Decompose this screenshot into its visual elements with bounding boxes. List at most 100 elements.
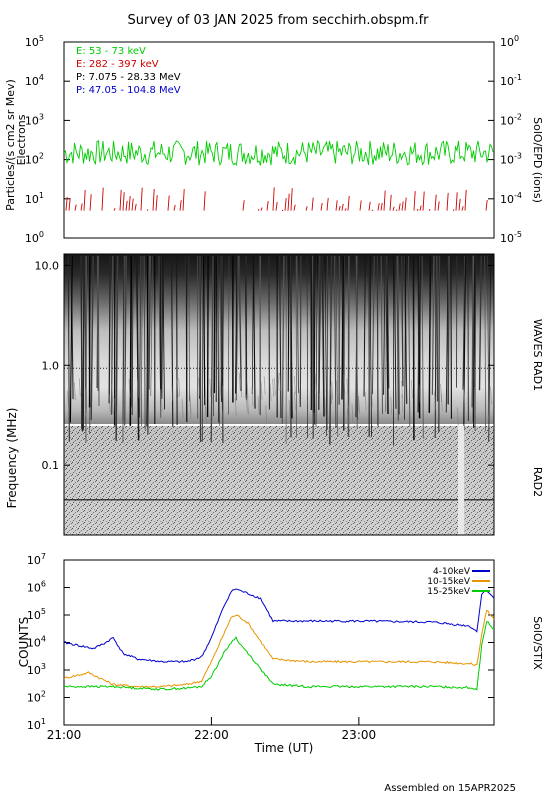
epd-series-electrons-high bbox=[401, 201, 404, 211]
epd-series-electrons-high bbox=[101, 187, 104, 211]
epd-right-ytick-label-base: 10 bbox=[500, 114, 514, 127]
radio-burst-stroke bbox=[138, 255, 142, 418]
radio-burst-stroke bbox=[96, 255, 99, 388]
epd-series-electrons-high bbox=[422, 191, 425, 211]
waves-frame bbox=[63, 253, 495, 536]
radio-burst-faint bbox=[257, 396, 260, 415]
radio-burst-faint bbox=[277, 372, 280, 391]
radio-burst-faint bbox=[440, 393, 443, 412]
radio-burst-stroke bbox=[333, 255, 337, 428]
epd-series-electrons-high bbox=[275, 201, 278, 211]
radio-burst-faint bbox=[358, 395, 360, 414]
radio-burst-stroke bbox=[279, 255, 282, 418]
epd-series-electrons-high bbox=[380, 202, 383, 211]
radio-burst-faint bbox=[263, 376, 266, 395]
stix-ytick-label-base: 10 bbox=[27, 719, 41, 732]
epd-ytick-label: 104 bbox=[25, 73, 44, 88]
radio-burst-faint bbox=[178, 378, 181, 397]
radio-burst-faint bbox=[137, 379, 140, 398]
epd-ytick-label: 102 bbox=[25, 152, 44, 167]
radio-burst-stroke bbox=[319, 255, 322, 394]
epd-series-electrons-high bbox=[383, 190, 386, 211]
epd-series-electrons-high bbox=[434, 194, 437, 211]
stix-ytick-label-base: 10 bbox=[27, 554, 41, 567]
epd-series-electrons-high bbox=[167, 195, 170, 211]
epd-series-electrons-high bbox=[395, 209, 398, 211]
radio-burst-stroke bbox=[235, 255, 239, 401]
epd-ylabel-electrons: Electrons bbox=[15, 114, 28, 165]
epd-ytick-label-exp: 3 bbox=[39, 112, 44, 121]
radio-burst-faint bbox=[160, 393, 163, 412]
radio-burst-stroke bbox=[162, 255, 165, 410]
waves-ytick-label: 0.1 bbox=[42, 459, 60, 472]
radio-burst-faint bbox=[269, 383, 272, 402]
stix-ytick-label-base: 10 bbox=[27, 609, 41, 622]
radio-burst-stroke bbox=[244, 255, 247, 401]
radio-burst-faint bbox=[364, 392, 367, 411]
stix-ytick-label-exp: 5 bbox=[41, 607, 46, 616]
radio-burst-faint bbox=[246, 380, 249, 399]
radio-burst-faint bbox=[357, 393, 360, 412]
epd-series-electrons-high bbox=[68, 197, 71, 211]
waves-y-ticks: 0.1 1.0 10.0 bbox=[35, 259, 494, 472]
radio-burst-stroke bbox=[438, 255, 441, 433]
epd-series-electrons-high bbox=[146, 209, 149, 211]
stix-ytick-label: 102 bbox=[27, 690, 46, 705]
radio-burst-stroke bbox=[287, 255, 290, 392]
epd-ytick-label: 105 bbox=[25, 34, 44, 49]
epd-ytick-label: 100 bbox=[25, 230, 44, 245]
radio-burst-stroke bbox=[315, 255, 318, 427]
radio-burst-stroke bbox=[383, 255, 386, 395]
radio-burst-stroke bbox=[371, 255, 375, 395]
stix-x-ticks: 21:00 22:00 23:00 bbox=[47, 717, 376, 742]
radio-burst-faint bbox=[324, 397, 327, 416]
radio-burst-faint bbox=[273, 377, 276, 396]
radio-burst-stroke bbox=[201, 255, 204, 442]
epd-series-electrons-high bbox=[80, 203, 83, 211]
epd-series-electrons-high bbox=[89, 194, 92, 211]
radio-burst-stroke bbox=[228, 255, 230, 415]
radio-burst-stroke bbox=[431, 255, 435, 395]
radio-burst-stroke bbox=[296, 255, 300, 394]
radio-burst-stroke bbox=[235, 255, 238, 394]
radio-burst-stroke bbox=[129, 255, 133, 426]
epd-series-electrons-high bbox=[446, 192, 449, 211]
stix-series-4-10keV bbox=[64, 588, 495, 664]
radio-burst-stroke bbox=[385, 255, 389, 414]
radio-burst-stroke bbox=[69, 255, 73, 423]
epd-series-electrons-high bbox=[179, 200, 182, 211]
stix-legend-label: 10-15keV bbox=[427, 577, 471, 587]
radio-burst-faint bbox=[463, 386, 465, 405]
radio-burst-faint bbox=[335, 380, 338, 399]
epd-right-ytick-label-base: 10 bbox=[500, 36, 514, 49]
epd-series-electrons-high bbox=[455, 192, 458, 211]
radio-burst-stroke bbox=[380, 255, 383, 414]
epd-ytick-label-base: 10 bbox=[25, 154, 39, 167]
radio-burst-stroke bbox=[393, 255, 397, 409]
stix-ytick-label-exp: 6 bbox=[41, 580, 46, 589]
radio-burst-faint bbox=[410, 380, 413, 399]
stix-ytick-label-base: 10 bbox=[27, 664, 41, 677]
waves-ytick-label: 10.0 bbox=[35, 259, 60, 272]
radio-burst-faint bbox=[346, 408, 349, 427]
radio-burst-stroke bbox=[408, 255, 411, 427]
radio-burst-stroke bbox=[436, 255, 439, 402]
epd-series-electrons-high bbox=[119, 189, 122, 211]
epd-legend-item: E: 282 - 397 keV bbox=[76, 59, 159, 70]
epd-series-electrons-high bbox=[464, 189, 467, 211]
epd-series-electrons-high bbox=[344, 208, 347, 211]
radio-burst-stroke bbox=[148, 255, 152, 390]
epd-series-electrons-high bbox=[377, 203, 380, 211]
stix-series-10-15keV bbox=[63, 609, 495, 689]
waves-ylabel: Frequency (MHz) bbox=[5, 408, 19, 509]
radio-burst-stroke bbox=[488, 255, 492, 442]
epd-series-electrons-high bbox=[347, 195, 350, 211]
radio-burst-stroke bbox=[141, 255, 143, 427]
stix-ytick-label: 101 bbox=[27, 717, 46, 732]
footer-assembled: Assembled on 15APR2025 bbox=[384, 783, 516, 794]
stix-ylabel: COUNTS bbox=[17, 617, 31, 668]
radio-burst-faint bbox=[456, 407, 459, 426]
radio-burst-faint bbox=[171, 383, 174, 402]
epd-ytick-label-base: 10 bbox=[25, 36, 39, 49]
